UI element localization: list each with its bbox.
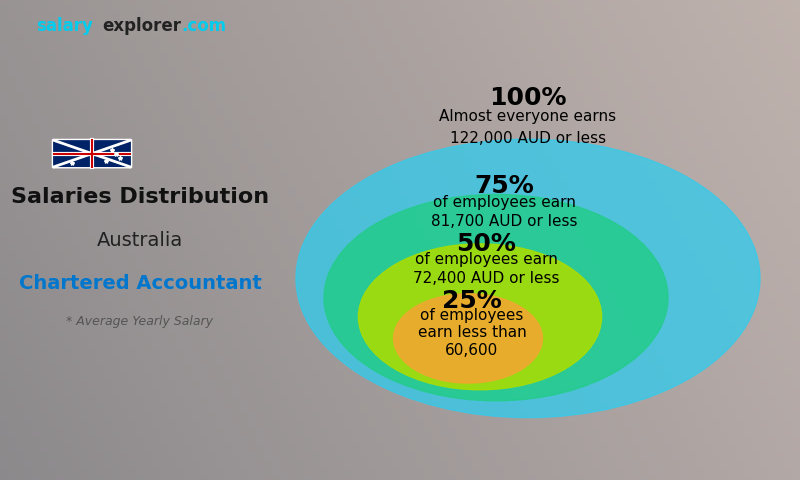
Text: explorer: explorer — [102, 17, 182, 35]
Text: 100%: 100% — [490, 86, 566, 110]
Text: Salaries Distribution: Salaries Distribution — [11, 187, 269, 207]
Circle shape — [324, 194, 668, 401]
Text: 122,000 AUD or less: 122,000 AUD or less — [450, 131, 606, 145]
Circle shape — [296, 139, 760, 418]
Text: .com: .com — [181, 17, 226, 35]
Text: 60,600: 60,600 — [446, 343, 498, 358]
Text: 50%: 50% — [457, 232, 516, 256]
Text: 81,700 AUD or less: 81,700 AUD or less — [430, 214, 578, 229]
Text: 75%: 75% — [474, 174, 534, 198]
Text: 72,400 AUD or less: 72,400 AUD or less — [413, 271, 560, 286]
Text: of employees earn: of employees earn — [415, 252, 558, 267]
FancyBboxPatch shape — [53, 139, 131, 168]
Circle shape — [394, 294, 542, 383]
Text: * Average Yearly Salary: * Average Yearly Salary — [66, 315, 214, 328]
Text: of employees: of employees — [420, 308, 524, 323]
Text: of employees earn: of employees earn — [433, 195, 575, 210]
Text: earn less than: earn less than — [418, 325, 526, 340]
Text: Chartered Accountant: Chartered Accountant — [18, 274, 262, 293]
Text: Australia: Australia — [97, 230, 183, 250]
Text: salary: salary — [36, 17, 93, 35]
Circle shape — [358, 244, 602, 390]
Text: 25%: 25% — [442, 289, 502, 313]
Text: Almost everyone earns: Almost everyone earns — [439, 109, 617, 124]
